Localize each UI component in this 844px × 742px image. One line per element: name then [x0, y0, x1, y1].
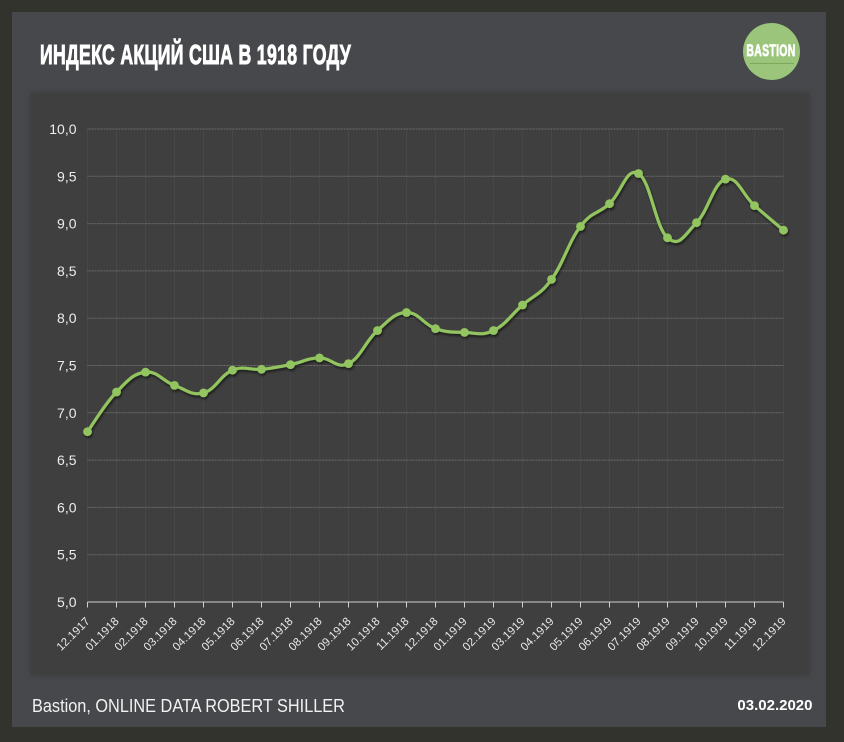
svg-text:7,5: 7,5	[57, 358, 77, 374]
svg-text:5,0: 5,0	[57, 594, 77, 610]
svg-text:6,5: 6,5	[57, 452, 77, 468]
svg-text:5,5: 5,5	[57, 547, 77, 563]
svg-text:9,0: 9,0	[57, 216, 77, 232]
svg-text:8,0: 8,0	[57, 310, 77, 326]
svg-text:10,0: 10,0	[49, 121, 76, 137]
svg-text:6,0: 6,0	[57, 499, 77, 515]
svg-text:7,0: 7,0	[57, 405, 77, 421]
svg-text:9,5: 9,5	[57, 168, 77, 184]
svg-text:8,5: 8,5	[57, 263, 77, 279]
